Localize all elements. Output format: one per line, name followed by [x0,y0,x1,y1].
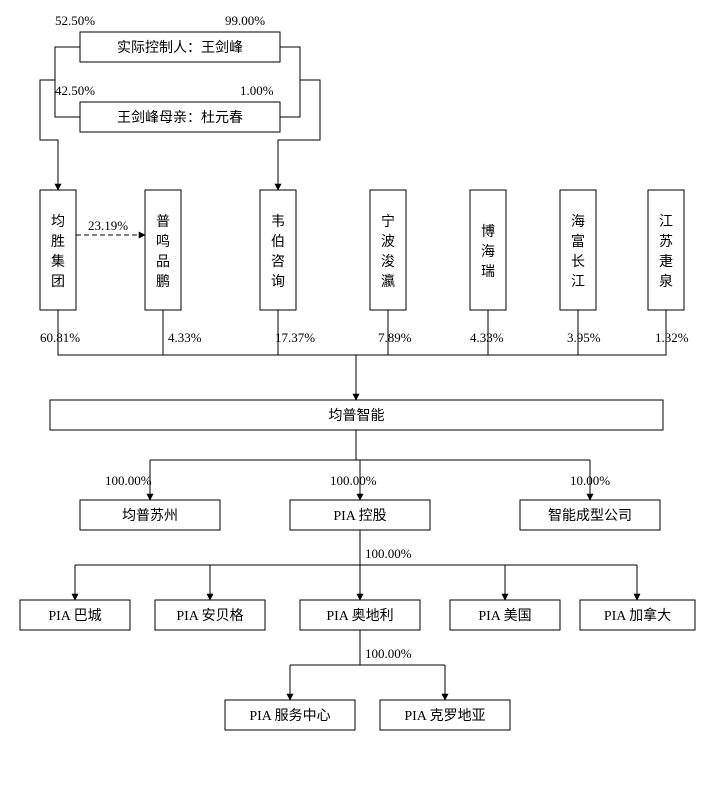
node-label: PIA 加拿大 [604,607,671,624]
node-box [370,190,406,310]
node-label: 均普苏州 [122,508,178,524]
pct-p_mom_left: 42.50% [55,83,95,98]
pct-p_mom_right: 1.00% [240,83,274,98]
node-label: PIA 美国 [478,608,531,624]
node-service: PIA 服务中心 [225,700,355,730]
node-piahold: PIA 控股 [290,500,430,530]
node-jiangsu: 江苏疌泉 [648,190,684,310]
node-label: PIA 控股 [333,508,386,524]
node-anbei: PIA 安贝格 [155,600,265,630]
pct-p_ctrl_right: 99.00% [225,13,265,28]
node-ningbo: 宁波浚瀛 [370,190,406,310]
node-weibo: 韦伯咨询 [260,190,296,310]
pct-p_dash: 23.19% [88,218,128,233]
node-usa: PIA 美国 [450,600,560,630]
pct-p_sz: 100.00% [105,473,152,488]
pct-p_nb: 7.89% [378,330,412,345]
node-label: PIA 安贝格 [176,608,243,624]
node-molding: 智能成型公司 [520,500,660,530]
node-label: PIA 克罗地亚 [404,708,485,724]
node-puming: 普鸣品鹏 [145,190,181,310]
node-box [40,190,76,310]
edge-0 [40,47,80,190]
node-label: 王剑峰母亲：杜元春 [117,110,243,126]
node-suzhou: 均普苏州 [80,500,220,530]
edge-2 [278,47,320,190]
pct-p_md: 10.00% [570,473,610,488]
node-box [648,190,684,310]
node-label: PIA 奥地利 [326,607,393,624]
node-croatia: PIA 克罗地亚 [380,700,510,730]
node-label: 实际控制人：王剑峰 [117,40,243,56]
node-bohairui: 博海瑞 [470,190,506,310]
pct-p_js: 60.81% [40,330,80,345]
node-label: PIA 巴城 [48,608,101,624]
node-box [260,190,296,310]
node-junsheng: 均胜集团 [40,190,76,310]
pct-p_ctrl_left: 52.50% [55,13,95,28]
edge-3 [280,80,300,117]
node-label: 均普智能 [329,408,385,424]
node-austria: PIA 奥地利 [300,600,420,630]
pct-p_lvl4: 100.00% [365,646,412,661]
pct-p_lvl3: 100.00% [365,546,412,561]
ownership-diagram: 实际控制人：王剑峰王剑峰母亲：杜元春均胜集团 普鸣品鹏 韦伯咨询 宁波浚瀛 博海瑞 海富长… [0,0,713,790]
node-haifu: 海富长江 [560,190,596,310]
pct-p_jsq: 1.32% [655,330,689,345]
node-controller: 实际控制人：王剑峰 [80,32,280,62]
node-box [145,190,181,310]
pct-p_wb: 17.37% [275,330,315,345]
node-bacheng: PIA 巴城 [20,600,130,630]
node-label: 智能成型公司 [548,508,632,524]
node-junpu: 均普智能 [50,400,663,430]
pct-p_bh: 4.33% [470,330,504,345]
node-canada: PIA 加拿大 [580,600,695,630]
nodes-layer: 实际控制人：王剑峰王剑峰母亲：杜元春均胜集团 普鸣品鹏 韦伯咨询 宁波浚瀛 博海瑞 海富长… [20,32,695,730]
node-mother: 王剑峰母亲：杜元春 [80,102,280,132]
node-box [560,190,596,310]
pct-p_ph: 100.00% [330,473,377,488]
edge-11 [356,310,666,400]
pct-p_hf: 3.95% [567,330,601,345]
node-label: PIA 服务中心 [249,708,330,724]
pct-p_pm: 4.33% [168,330,202,345]
node-label: 博海瑞 [481,223,495,280]
